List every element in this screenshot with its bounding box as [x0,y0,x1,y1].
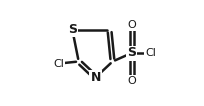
Text: S: S [68,23,77,36]
Text: O: O [127,76,136,86]
Text: S: S [127,47,136,59]
Text: O: O [127,20,136,30]
Text: N: N [90,71,101,84]
Text: Cl: Cl [145,48,156,58]
Text: Cl: Cl [53,59,64,69]
